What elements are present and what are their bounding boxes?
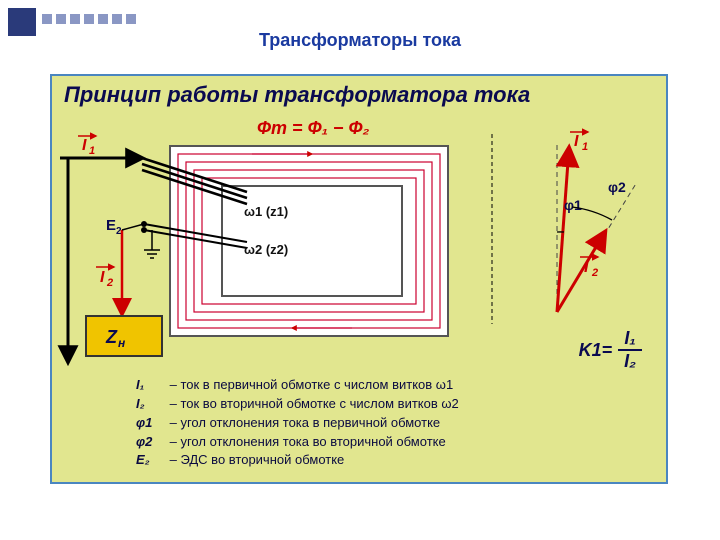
- svg-text:I: I: [82, 137, 87, 154]
- svg-text:I: I: [100, 269, 105, 286]
- k1-numerator: I₁: [618, 328, 641, 351]
- k1-equation: K1= I₁ I₂: [579, 328, 642, 372]
- k1-denominator: I₂: [618, 351, 642, 372]
- page-title: Трансформаторы тока: [0, 30, 720, 51]
- winding2-label: ω2 (z2): [244, 242, 288, 257]
- svg-text:E: E: [106, 217, 116, 234]
- core-window: [222, 186, 402, 296]
- svg-text:2: 2: [106, 277, 113, 289]
- svg-text:2: 2: [591, 267, 598, 279]
- svg-text:1: 1: [89, 145, 95, 157]
- svg-text:φ2: φ2: [608, 179, 626, 195]
- svg-text:1: 1: [582, 141, 588, 153]
- transformer-diagram: I 1 E 2 I 2 Z н I: [52, 112, 670, 372]
- k1-label: K1=: [579, 340, 613, 361]
- svg-text:н: н: [118, 336, 126, 350]
- legend-row: φ1 – угол отклонения тока в первичной об…: [136, 414, 459, 433]
- legend: I₁ – ток в первичной обмотке с числом ви…: [136, 376, 459, 470]
- legend-row: I₁ – ток в первичной обмотке с числом ви…: [136, 376, 459, 395]
- winding1-label: ω1 (z1): [244, 204, 288, 219]
- vector-diagram: I 1 I 2 φ1 φ2: [557, 132, 637, 312]
- svg-text:φ1: φ1: [564, 197, 582, 213]
- svg-text:I: I: [584, 259, 589, 276]
- legend-row: φ2 – угол отклонения тока во вторичной о…: [136, 433, 459, 452]
- panel-title: Принцип работы трансформатора тока: [64, 82, 530, 108]
- legend-row: I₂ – ток во вторичной обмотке с числом в…: [136, 395, 459, 414]
- legend-row: E₂ – ЭДС во вторичной обмотке: [136, 451, 459, 470]
- svg-text:I: I: [574, 133, 579, 150]
- svg-text:Z: Z: [105, 327, 118, 347]
- diagram-panel: Принцип работы трансформатора тока Фт = …: [50, 74, 668, 484]
